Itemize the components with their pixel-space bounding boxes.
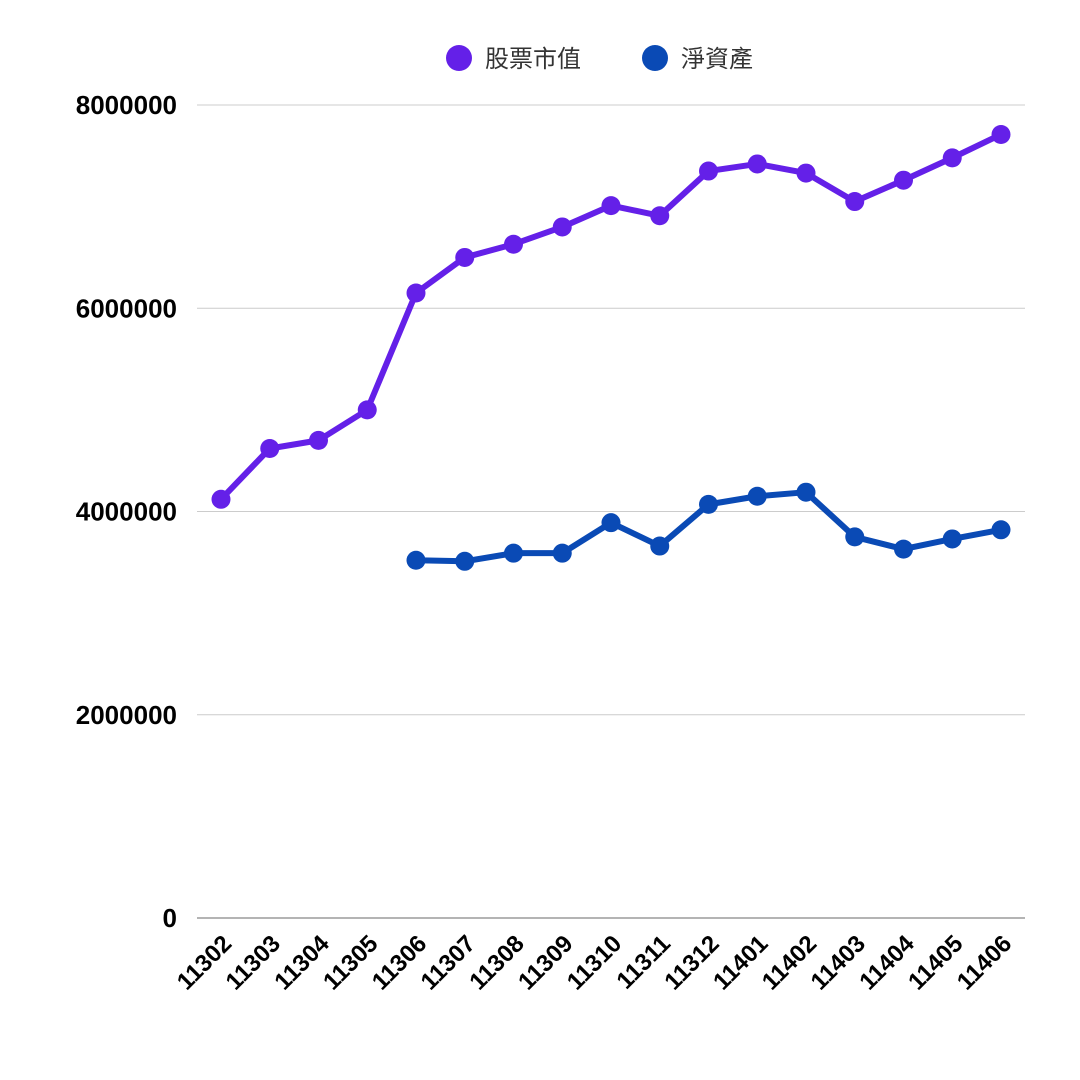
grid-lines (197, 104, 1025, 919)
x-tick-label: 11405 (903, 930, 968, 995)
x-tick-label: 11303 (221, 930, 286, 995)
data-point (796, 163, 816, 183)
x-axis-ticks: 1130211303113041130511306113071130811309… (172, 930, 1017, 996)
y-tick-label: 0 (163, 903, 177, 933)
x-tick-label: 11310 (562, 930, 627, 995)
data-point (991, 124, 1011, 144)
y-axis-ticks: 0 2000000 4000000 6000000 8000000 (76, 90, 177, 933)
data-point (601, 196, 621, 216)
data-point (796, 482, 816, 502)
data-point (699, 494, 718, 514)
data-point (211, 489, 231, 509)
legend-marker-stock-value (446, 45, 472, 71)
legend-label-stock-value: 股票市值 (485, 45, 581, 73)
x-tick-label: 11312 (659, 930, 724, 995)
x-tick-label: 11306 (367, 930, 432, 995)
x-tick-label: 11307 (416, 930, 481, 995)
data-point (894, 539, 913, 559)
data-point (552, 543, 572, 563)
data-point (309, 430, 328, 450)
data-point (747, 154, 767, 174)
data-point (260, 438, 280, 458)
data-point (894, 170, 913, 190)
data-point (601, 513, 621, 533)
legend: 股票市值 淨資產 (446, 45, 753, 73)
data-point (650, 536, 670, 556)
x-tick-label: 11402 (757, 930, 822, 995)
data-point (406, 550, 426, 570)
data-point (455, 551, 475, 571)
x-tick-label: 11305 (318, 930, 383, 995)
x-tick-label: 11401 (708, 930, 773, 995)
x-tick-label: 11404 (854, 930, 920, 996)
series-group (211, 124, 1011, 571)
data-point (991, 520, 1011, 540)
data-point (552, 217, 572, 237)
x-tick-label: 11311 (612, 930, 676, 994)
data-point (699, 161, 718, 181)
data-point (747, 486, 767, 506)
legend-label-net-assets: 淨資產 (681, 45, 753, 73)
data-point (504, 543, 523, 563)
data-point (650, 206, 670, 226)
data-point (942, 148, 962, 168)
series-line (218, 131, 1004, 503)
x-tick-label: 11304 (269, 930, 335, 996)
series-0 (211, 124, 1011, 509)
data-point (357, 400, 377, 420)
data-point (406, 283, 426, 303)
legend-marker-net-assets (642, 45, 668, 71)
data-point (504, 234, 523, 254)
x-tick-label: 11406 (952, 930, 1017, 995)
y-tick-label: 6000000 (76, 293, 177, 323)
x-tick-label: 11309 (513, 930, 578, 995)
x-tick-label: 11403 (806, 930, 871, 995)
data-point (845, 527, 865, 547)
data-point (455, 247, 475, 267)
data-point (942, 529, 962, 549)
x-tick-label: 11302 (172, 930, 237, 995)
y-tick-label: 8000000 (76, 90, 177, 120)
series-1 (406, 482, 1011, 571)
y-tick-label: 2000000 (76, 700, 177, 730)
y-tick-label: 4000000 (76, 497, 177, 527)
data-point (845, 192, 865, 212)
x-tick-label: 11308 (464, 930, 529, 995)
